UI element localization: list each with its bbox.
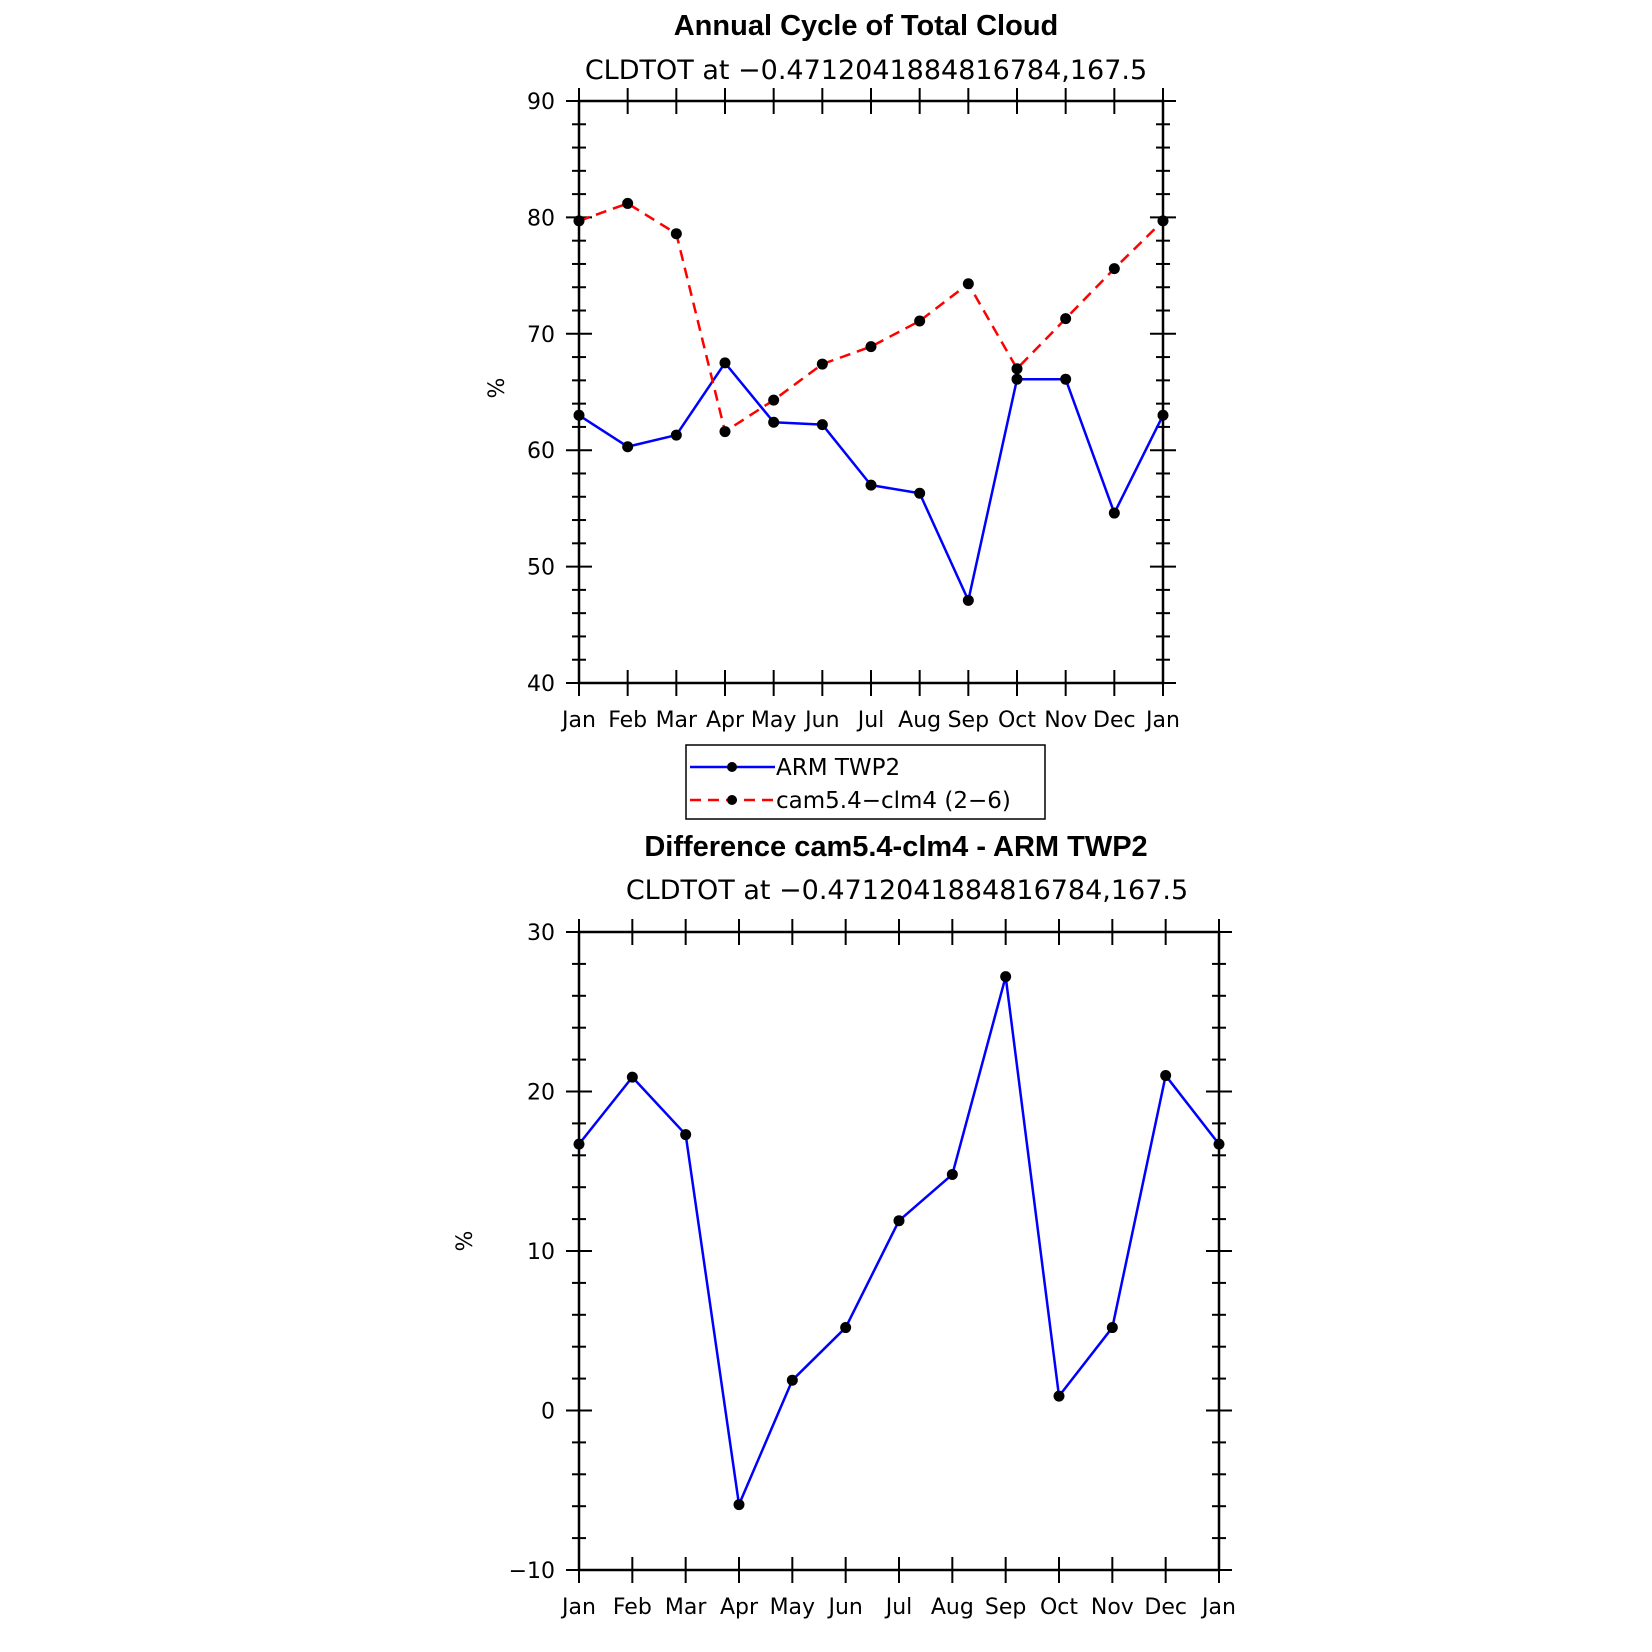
- chart2-series-0-point: [1053, 1390, 1065, 1402]
- chart2-subtitle: CLDTOT at −0.4712041884816784,167.5: [626, 875, 1188, 906]
- legend-label-arm-twp2: ARM TWP2: [776, 755, 900, 781]
- chart1-xtick-label: May: [751, 708, 796, 733]
- chart1-series-1-point: [573, 215, 585, 227]
- chart1-series-0-point: [622, 441, 634, 453]
- chart1-ytick-label: 80: [527, 206, 555, 231]
- chart1-series-1-point: [914, 315, 926, 327]
- chart2-series-0-point: [573, 1138, 585, 1150]
- chart1-series-0-point: [768, 416, 780, 428]
- chart1-series-1-line: [578, 202, 1164, 433]
- chart1-series-0-point: [719, 357, 731, 369]
- chart1-plot-area: 40 50 60 70 80 90 Jan Feb Mar Apr May Jun Jul Aug Sep O…: [527, 88, 1180, 733]
- chart2-xtick-label: Oct: [1040, 1595, 1078, 1620]
- chart2-xtick-label: Feb: [613, 1595, 652, 1620]
- chart2-xtick-label: Mar: [665, 1595, 707, 1620]
- chart1-xtick-label: Nov: [1044, 708, 1087, 733]
- chart1-series-0-point: [816, 419, 828, 431]
- chart2-series-0-point: [1160, 1070, 1172, 1082]
- chart1-series-0-point: [1011, 373, 1023, 385]
- chart2-ylabel: %: [453, 1231, 478, 1252]
- chart2-series-0-line: [578, 975, 1220, 1506]
- chart1-series-1-point: [1157, 215, 1169, 227]
- chart1-xtick-label: Jul: [856, 708, 885, 733]
- chart2-xtick-label: Sep: [985, 1595, 1026, 1620]
- legend-label-cam54-clm4: cam5.4−clm4 (2−6): [776, 788, 1011, 814]
- chart2-xtick-label: Nov: [1091, 1595, 1134, 1620]
- chart1-series-1-point: [865, 341, 877, 353]
- chart2-series-0-point: [733, 1499, 745, 1511]
- chart1-series-0-point: [1060, 373, 1072, 385]
- chart1-ytick-label: 50: [527, 556, 555, 581]
- chart2-ytick-label: 30: [527, 921, 555, 946]
- chart1-series-0-point: [962, 594, 974, 606]
- chart2-xtick-label: Dec: [1144, 1595, 1187, 1620]
- chart2-series-0-point: [626, 1071, 638, 1083]
- chart1-ytick-label: 60: [527, 439, 555, 464]
- chart2-xtick-label: Aug: [931, 1595, 974, 1620]
- chart2-ytick-label: 20: [527, 1081, 555, 1106]
- chart2-xtick-label: Apr: [720, 1595, 759, 1620]
- legend: ARM TWP2 cam5.4−clm4 (2−6): [685, 744, 1046, 820]
- legend-marker-arm-twp2: [727, 762, 737, 772]
- chart1-xtick-label: Mar: [656, 708, 698, 733]
- chart1-xtick-label: Feb: [608, 708, 647, 733]
- chart1-series-0-point: [914, 487, 926, 499]
- chart1-series-1-point: [1060, 313, 1072, 325]
- chart1-series-1-point: [670, 228, 682, 240]
- chart2-xtick-label: Jan: [1200, 1595, 1236, 1620]
- chart2-series-0-point: [680, 1129, 692, 1141]
- chart2-ytick-label: −10: [509, 1559, 555, 1584]
- chart2-xtick-label: Jul: [884, 1595, 913, 1620]
- chart1-series-0-point: [1157, 409, 1169, 421]
- chart2-series-0-point: [893, 1215, 905, 1227]
- legend-box: [685, 744, 1046, 820]
- chart1-xtick-label: Jan: [560, 708, 596, 733]
- chart1-xtick-label: Sep: [948, 708, 989, 733]
- chart1-series-1-point: [816, 358, 828, 370]
- chart1-series-0-point: [1108, 507, 1120, 519]
- chart1-series-1-point: [768, 394, 780, 406]
- chart2-series-0-point: [1106, 1322, 1118, 1334]
- chart1-ytick-label: 40: [527, 672, 555, 697]
- chart1-ytick-label: 70: [527, 323, 555, 348]
- chart1-ylabel: %: [485, 378, 510, 399]
- chart1-subtitle: CLDTOT at −0.4712041884816784,167.5: [585, 55, 1147, 86]
- chart1-series-0-point: [865, 479, 877, 491]
- chart1-xtick-label: Apr: [706, 708, 745, 733]
- chart1-ytick-label: 90: [527, 90, 555, 115]
- chart1-xtick-label: Jun: [803, 708, 839, 733]
- chart2-frame: [577, 930, 1221, 1572]
- chart2-title: Difference cam5.4-clm4 - ARM TWP2: [644, 831, 1147, 863]
- chart1-xtick-label: Aug: [898, 708, 941, 733]
- chart2-ytick-label: 0: [541, 1400, 555, 1425]
- chart2-xtick-label: Jun: [826, 1595, 862, 1620]
- chart1-series-1-point: [1108, 263, 1120, 275]
- chart2-series-0-point: [840, 1322, 852, 1334]
- chart2-xtick-label: Jan: [560, 1595, 596, 1620]
- chart1-xtick-label: Dec: [1093, 708, 1136, 733]
- chart2-series-0-point: [786, 1374, 798, 1386]
- chart2-ytick-label: 10: [527, 1240, 555, 1265]
- chart1-xtick-label: Jan: [1144, 708, 1180, 733]
- chart1-xtick-label: Oct: [998, 708, 1036, 733]
- chart2-plot-area: −10 0 10 20 30 Jan Feb Mar Apr May Jun Jul Aug Sep Oct…: [509, 919, 1236, 1620]
- legend-marker-cam54-clm4: [727, 795, 737, 805]
- chart1-series-1-point: [719, 426, 731, 438]
- chart1-title: Annual Cycle of Total Cloud: [674, 10, 1059, 42]
- chart1-frame: [577, 99, 1165, 685]
- chart1-series-1-point: [622, 197, 634, 209]
- chart2-series-0-point: [1000, 971, 1012, 983]
- chart1-series-0-point: [573, 409, 585, 421]
- chart2-series-0-point: [1213, 1138, 1225, 1150]
- chart1-series-1-point: [1011, 363, 1023, 375]
- chart2-xtick-label: May: [770, 1595, 815, 1620]
- chart2-series-0-point: [946, 1168, 958, 1180]
- chart1-series-0-point: [670, 429, 682, 441]
- chart1-series-1-point: [962, 278, 974, 290]
